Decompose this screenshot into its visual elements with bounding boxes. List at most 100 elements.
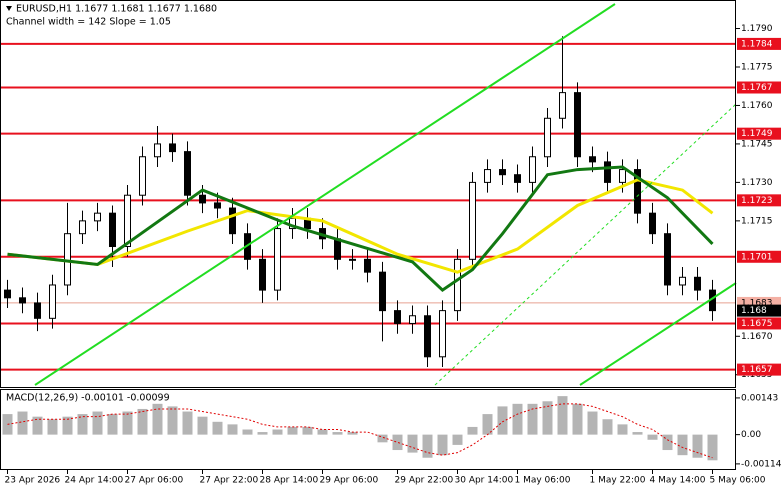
x-tick-label: 27 Apr 06:00: [125, 476, 184, 486]
candle-body: [424, 315, 431, 358]
candle-body: [619, 169, 626, 183]
macd-bar: [182, 411, 193, 435]
macd-bar: [482, 414, 493, 435]
candle-body: [379, 271, 386, 312]
level-label-box: [737, 81, 781, 94]
macd-bar: [467, 426, 478, 435]
candle-body: [499, 169, 506, 176]
macd-y-tick-label: -0.00114: [741, 459, 781, 469]
macd-y-tick-label: 0.00: [741, 430, 761, 440]
macd-bar: [317, 429, 328, 435]
bid-label-box: [737, 304, 781, 317]
macd-bar: [212, 421, 223, 435]
macd-bar: [572, 403, 583, 435]
macd-bar: [347, 432, 358, 435]
candle-body: [694, 276, 701, 291]
candle-body: [139, 156, 146, 196]
channel-line: [34, 3, 616, 386]
level-label-box: [737, 317, 781, 330]
candle-body: [574, 92, 581, 158]
macd-bar: [62, 416, 73, 435]
level-label-box: [737, 194, 781, 207]
candle-body: [184, 151, 191, 196]
y-tick-label: 1.1730: [741, 178, 773, 188]
candle-body: [634, 169, 641, 214]
candle-body: [589, 156, 596, 163]
x-tick-label: 28 Apr 14:00: [260, 476, 319, 486]
level-label: 1.1701: [741, 252, 773, 262]
candle-body: [649, 212, 656, 235]
level-label: 1.1767: [741, 83, 773, 93]
macd-signal: [7, 403, 713, 459]
macd-bar: [512, 403, 523, 435]
macd-bar: [602, 419, 613, 435]
macd-bar: [542, 401, 553, 435]
candle-body: [4, 289, 11, 299]
macd-bar: [242, 429, 253, 435]
x-tick-label: 24 Apr 14:00: [65, 476, 124, 486]
candle-body: [49, 284, 56, 319]
macd-bar: [557, 396, 568, 435]
candle-body: [544, 117, 551, 158]
level-label: 1.1784: [741, 39, 773, 49]
candle-body: [664, 233, 671, 286]
macd-bar: [632, 432, 643, 435]
candle-body: [94, 212, 101, 222]
level-label: 1.1657: [741, 365, 773, 375]
macd-bar: [392, 434, 403, 451]
x-tick-label: 29 Apr 06:00: [320, 476, 379, 486]
symbol-icon: [6, 6, 12, 11]
candle-body: [214, 202, 221, 209]
candle-body: [484, 169, 491, 183]
ask-label: 1.1683: [741, 298, 773, 308]
candle-body: [679, 276, 686, 286]
y-tick-label: 1.1670: [741, 332, 773, 342]
y-tick-label: 1.1775: [741, 62, 773, 72]
level-label: 1.1675: [741, 319, 773, 329]
x-tick-label: 29 Apr 22:00: [395, 476, 454, 486]
macd-bar: [47, 419, 58, 435]
x-tick-label: 30 Apr 14:00: [455, 476, 514, 486]
macd-bar: [197, 416, 208, 435]
macd-bar: [332, 432, 343, 435]
channel-center-line: [434, 103, 737, 386]
y-tick-label: 1.1715: [741, 216, 773, 226]
x-tick-label: 23 Apr 2026: [5, 476, 61, 486]
level-label: 1.1749: [741, 129, 773, 139]
macd-bar: [287, 426, 298, 435]
x-tick-label: 4 May 14:00: [650, 476, 706, 486]
macd-bar: [497, 406, 508, 435]
level-label: 1.1723: [741, 196, 773, 206]
candle-body: [274, 228, 281, 291]
candle-body: [349, 258, 356, 261]
macd-bar: [257, 432, 268, 435]
macd-bar: [452, 434, 463, 445]
bid-label: 1.168: [741, 306, 767, 316]
x-tick-label: 1 May 22:00: [590, 476, 646, 486]
macd-y-tick-label: 0.00143: [741, 393, 778, 403]
macd-bar: [707, 434, 718, 461]
candle-body: [199, 194, 206, 204]
macd-bar: [662, 434, 673, 451]
candle-body: [154, 143, 161, 158]
macd-bar: [647, 434, 658, 440]
macd-bar: [92, 411, 103, 435]
candle-body: [439, 310, 446, 358]
macd-bar: [617, 424, 628, 435]
macd-bar: [17, 411, 28, 435]
macd-bar: [77, 414, 88, 435]
macd-bar: [677, 434, 688, 456]
x-tick-label: 5 May 06:00: [710, 476, 766, 486]
y-tick-label: 1.1790: [741, 24, 773, 34]
level-label-box: [737, 250, 781, 263]
candle-body: [514, 174, 521, 183]
y-tick-label: 1.1760: [741, 101, 773, 111]
candle-body: [124, 194, 131, 248]
macd-bar: [692, 434, 703, 458]
candle-body: [364, 258, 371, 273]
candle-body: [259, 258, 266, 291]
level-label-box: [737, 37, 781, 50]
x-tick-label: 1 May 06:00: [515, 476, 571, 486]
candle-body: [34, 302, 41, 319]
